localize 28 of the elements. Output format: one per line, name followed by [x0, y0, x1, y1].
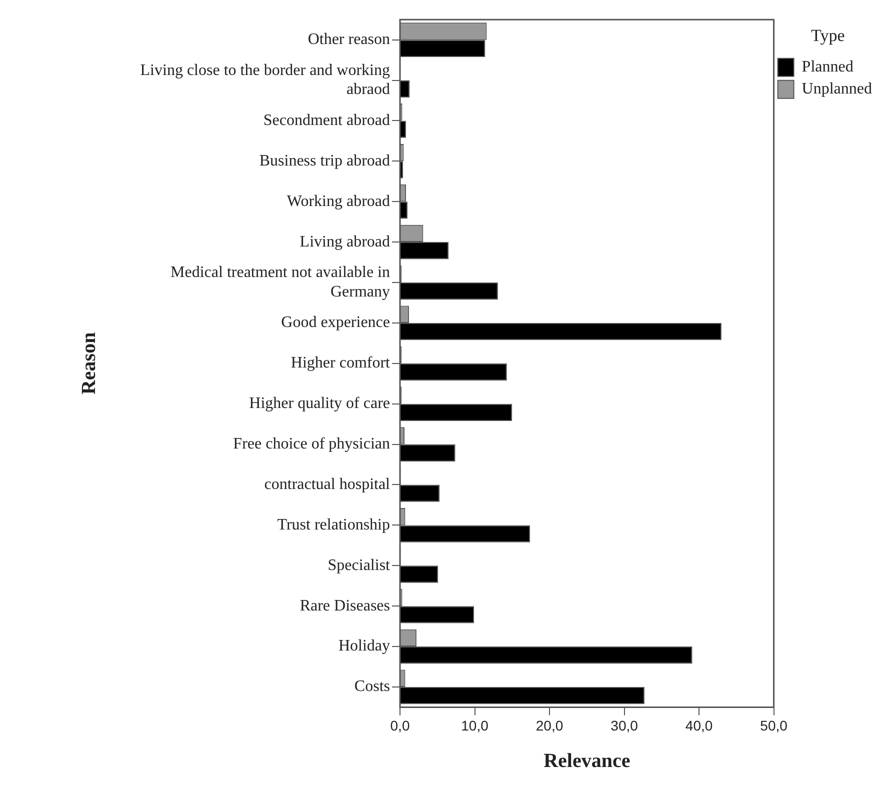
y-tick-label: Business trip abroad	[259, 152, 390, 170]
y-tick-label: Holiday	[338, 638, 390, 655]
y-tick-label: Other reason	[308, 31, 390, 48]
x-tick-label: 20,0	[536, 717, 564, 734]
y-tick-label: Rare Diseases	[300, 597, 390, 614]
y-tick-label: Living abroad	[300, 233, 390, 250]
y-tick-label: contractual hospital	[264, 476, 391, 493]
x-tick-label: 0,0	[390, 717, 410, 734]
y-tick-label: Living close to the border and working abraod	[140, 62, 390, 98]
y-tick-label: Higher quality of care	[249, 395, 390, 412]
x-tick-label: 30,0	[610, 717, 638, 734]
y-tick-label: Trust relationship	[277, 516, 390, 534]
x-tick-label: 40,0	[685, 717, 713, 734]
y-axis-title: Reason	[78, 332, 100, 395]
y-tick-label: Medical treatment not available in Germany	[170, 264, 390, 300]
x-tick-label: 50,0	[760, 717, 788, 734]
x-tick-label: 10,0	[461, 717, 489, 734]
y-tick-label: Secondment abroad	[263, 112, 390, 129]
legend-title: Type	[811, 26, 845, 45]
y-tick-label: Free choice of physician	[233, 435, 390, 452]
y-tick-label: Higher comfort	[290, 354, 391, 372]
y-tick-label: Costs	[354, 678, 390, 696]
y-tick-label: Working abroad	[286, 192, 390, 210]
x-axis-title: Relevance	[544, 750, 630, 772]
y-tick-label: Good experience	[281, 314, 390, 332]
legend-label: Planned	[802, 58, 854, 76]
legend-label: Unplanned	[802, 80, 872, 98]
y-tick-label: Specialist	[328, 556, 391, 574]
